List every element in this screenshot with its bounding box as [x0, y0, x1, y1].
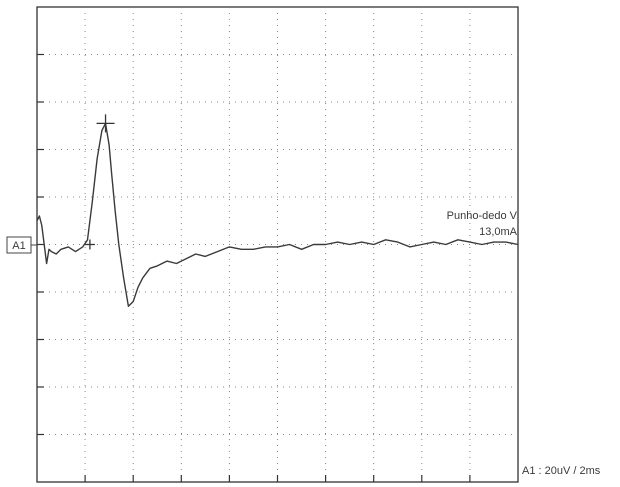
grid — [37, 7, 518, 482]
cursor-markers — [84, 114, 115, 250]
series-trace — [36, 122, 519, 307]
channel-marker: A1 — [6, 236, 37, 254]
stimulus-label: 13,0mA — [479, 226, 518, 238]
scale-label: A1 : 20uV / 2ms — [522, 465, 601, 477]
trace-name-label: Punho-dedo V — [447, 210, 518, 222]
channel-label: A1 — [12, 240, 25, 252]
grid-ticks — [37, 53, 471, 482]
